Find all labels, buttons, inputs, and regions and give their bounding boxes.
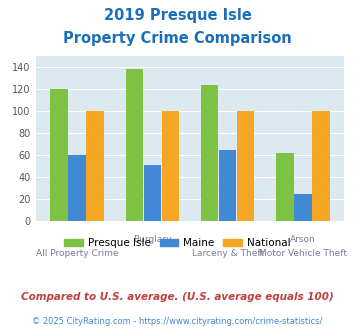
Bar xyxy=(201,85,218,221)
Bar xyxy=(276,153,294,221)
Text: Compared to U.S. average. (U.S. average equals 100): Compared to U.S. average. (U.S. average … xyxy=(21,292,334,302)
Text: Motor Vehicle Theft: Motor Vehicle Theft xyxy=(259,249,347,258)
Bar xyxy=(219,149,236,221)
Bar xyxy=(162,111,179,221)
Legend: Presque Isle, Maine, National: Presque Isle, Maine, National xyxy=(64,238,291,248)
Text: Burglary: Burglary xyxy=(133,235,171,244)
Text: © 2025 CityRating.com - https://www.cityrating.com/crime-statistics/: © 2025 CityRating.com - https://www.city… xyxy=(32,317,323,326)
Text: Arson: Arson xyxy=(290,235,316,244)
Bar xyxy=(237,111,254,221)
Bar xyxy=(50,89,67,221)
Text: All Property Crime: All Property Crime xyxy=(36,249,118,258)
Bar xyxy=(126,69,143,221)
Bar xyxy=(312,111,330,221)
Bar xyxy=(294,194,312,221)
Bar xyxy=(68,155,86,221)
Bar xyxy=(144,165,161,221)
Text: Property Crime Comparison: Property Crime Comparison xyxy=(63,31,292,46)
Text: 2019 Presque Isle: 2019 Presque Isle xyxy=(104,8,251,23)
Text: Larceny & Theft: Larceny & Theft xyxy=(192,249,264,258)
Bar xyxy=(86,111,104,221)
